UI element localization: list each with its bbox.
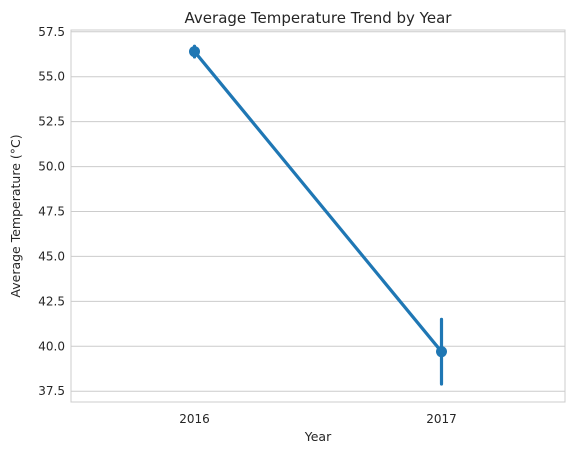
y-tick-label: 52.5 (38, 115, 65, 129)
y-tick-label: 42.5 (38, 294, 65, 308)
y-tick-label: 45.0 (38, 249, 65, 263)
x-axis-ticks: 2016 2017 (179, 412, 457, 426)
x-axis-label: Year (304, 429, 332, 444)
y-tick-label: 47.5 (38, 205, 65, 219)
y-tick-label: 50.0 (38, 160, 65, 174)
data-point (436, 346, 447, 358)
series-line (192, 49, 444, 354)
chart-title: Average Temperature Trend by Year (185, 9, 453, 27)
x-tick-label: 2016 (179, 412, 210, 426)
plot-frame (70, 29, 566, 403)
y-axis-label: Average Temperature (°C) (8, 134, 23, 297)
y-tick-label: 37.5 (38, 384, 65, 398)
y-tick-label: 40.0 (38, 339, 65, 353)
y-axis-ticks: 37.5 40.0 42.5 45.0 47.5 50.0 52.5 55.0 57.5 (38, 25, 65, 398)
y-tick-label: 55.0 (38, 70, 65, 84)
series-temperature (189, 44, 447, 386)
x-tick-label: 2017 (426, 412, 457, 426)
gridlines (71, 31, 565, 392)
data-point (189, 46, 200, 58)
y-tick-label: 57.5 (38, 25, 65, 39)
